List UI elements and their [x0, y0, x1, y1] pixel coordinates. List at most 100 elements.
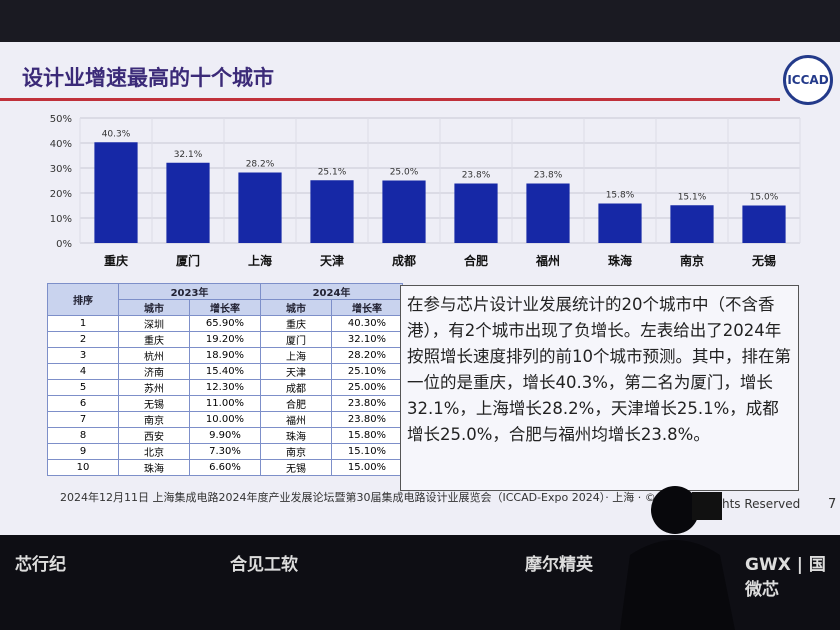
y-tick-label: 30% [50, 164, 72, 175]
table-cell: 40.30% [331, 315, 403, 332]
table-cell: 深圳 [118, 315, 190, 332]
table-cell: 32.10% [331, 331, 403, 348]
page-number: 7 [828, 497, 837, 512]
sponsor: 合见工软 [230, 555, 298, 575]
table-cell: 4 [47, 363, 119, 380]
value-label: 15.8% [606, 191, 635, 201]
x-tick-label: 天津 [320, 253, 344, 268]
bar [742, 205, 786, 243]
value-label: 40.3% [102, 129, 131, 139]
table-cell: 重庆 [260, 315, 332, 332]
bar [94, 142, 138, 243]
value-label: 23.8% [534, 171, 563, 181]
bar [382, 180, 426, 243]
table-cell: 合肥 [260, 395, 332, 412]
y-tick-label: 20% [50, 189, 72, 200]
bar [598, 203, 642, 243]
table-row: 7 南京 10.00% 福州 23.80% [47, 411, 403, 428]
table-cell: 11.00% [189, 395, 261, 412]
table-header: 2024年 [260, 283, 403, 300]
table-cell: 5 [47, 379, 119, 396]
table-cell: 15.00% [331, 459, 403, 476]
table-cell: 福州 [260, 411, 332, 428]
x-tick-label: 南京 [680, 253, 704, 268]
table-cell: 15.40% [189, 363, 261, 380]
table-cell: 天津 [260, 363, 332, 380]
table-subheader: 城市 [118, 299, 190, 316]
x-tick-label: 福州 [535, 253, 560, 268]
table-cell: 28.20% [331, 347, 403, 364]
value-label: 25.0% [390, 168, 419, 178]
table-cell: 19.20% [189, 331, 261, 348]
table-cell: 7.30% [189, 443, 261, 460]
table-row: 5 苏州 12.30% 成都 25.00% [47, 379, 403, 396]
table-row: 1 深圳 65.90% 重庆 40.30% [47, 315, 403, 332]
x-tick-label: 无锡 [751, 253, 776, 268]
table-cell: 2 [47, 331, 119, 348]
x-tick-label: 合肥 [464, 253, 488, 268]
table-cell: 珠海 [118, 459, 190, 476]
table-cell: 重庆 [118, 331, 190, 348]
title-rule [0, 98, 780, 101]
table-header: 排序 [47, 283, 119, 316]
table-cell: 南京 [118, 411, 190, 428]
bar [454, 183, 498, 243]
table-cell: 12.30% [189, 379, 261, 396]
table-cell: 北京 [118, 443, 190, 460]
x-tick-label: 成都 [392, 253, 416, 268]
value-label: 15.0% [750, 193, 779, 203]
bar [166, 162, 210, 243]
table-cell: 济南 [118, 363, 190, 380]
x-tick-label: 重庆 [104, 253, 128, 268]
table-cell: 10.00% [189, 411, 261, 428]
table-cell: 23.80% [331, 411, 403, 428]
table-cell: 上海 [260, 347, 332, 364]
value-label: 25.1% [318, 167, 347, 177]
table-subheader: 增长率 [189, 299, 261, 316]
table-cell: 10 [47, 459, 119, 476]
y-tick-label: 0% [56, 239, 72, 250]
value-label: 28.2% [246, 160, 275, 170]
table-cell: 无锡 [118, 395, 190, 412]
table-cell: 苏州 [118, 379, 190, 396]
audience-silhouette [620, 486, 735, 630]
table-cell: 南京 [260, 443, 332, 460]
logo: ICCAD [783, 55, 833, 105]
table-row: 9 北京 7.30% 南京 15.10% [47, 443, 403, 460]
table-header: 2023年 [118, 283, 261, 300]
table-cell: 6 [47, 395, 119, 412]
table-cell: 15.10% [331, 443, 403, 460]
bar [526, 183, 570, 243]
table: 排序 2023年 2024年 城市 增长率 城市 增长率 1 深圳 65.90% 重庆 40.… [47, 283, 403, 476]
bar [670, 205, 714, 243]
table-row: 2 重庆 19.20% 厦门 32.10% [47, 331, 403, 348]
table-cell: 厦门 [260, 331, 332, 348]
table-cell: 9.90% [189, 427, 261, 444]
table-cell: 25.10% [331, 363, 403, 380]
x-tick-label: 珠海 [608, 253, 632, 268]
footer-tail: hts Reserved [722, 497, 801, 511]
table-row: 3 杭州 18.90% 上海 28.20% [47, 347, 403, 364]
value-label: 15.1% [678, 192, 707, 202]
sponsor: GWX | 国微芯 [745, 555, 826, 600]
table-subheader: 增长率 [331, 299, 403, 316]
chart: 0% 10% 20% 30% 40% 50% 重庆 40.3% 厦门 32.1% 上海 28.2% 天津… [50, 114, 801, 268]
table-cell: 成都 [260, 379, 332, 396]
table-cell: 无锡 [260, 459, 332, 476]
table-cell: 6.60% [189, 459, 261, 476]
y-tick-label: 50% [50, 114, 72, 125]
table-cell: 18.90% [189, 347, 261, 364]
x-tick-label: 上海 [248, 253, 272, 268]
bar [310, 180, 354, 243]
table-row: 8 西安 9.90% 珠海 15.80% [47, 427, 403, 444]
table-cell: 珠海 [260, 427, 332, 444]
bar [238, 172, 282, 243]
table-cell: 7 [47, 411, 119, 428]
table-cell: 25.00% [331, 379, 403, 396]
sponsor: 芯行纪 [15, 555, 66, 575]
y-tick-label: 40% [50, 139, 72, 150]
footer: 2024年12月11日 上海集成电路2024年度产业发展论坛暨第30届集成电路设… [60, 491, 667, 504]
table-cell: 8 [47, 427, 119, 444]
table-cell: 3 [47, 347, 119, 364]
